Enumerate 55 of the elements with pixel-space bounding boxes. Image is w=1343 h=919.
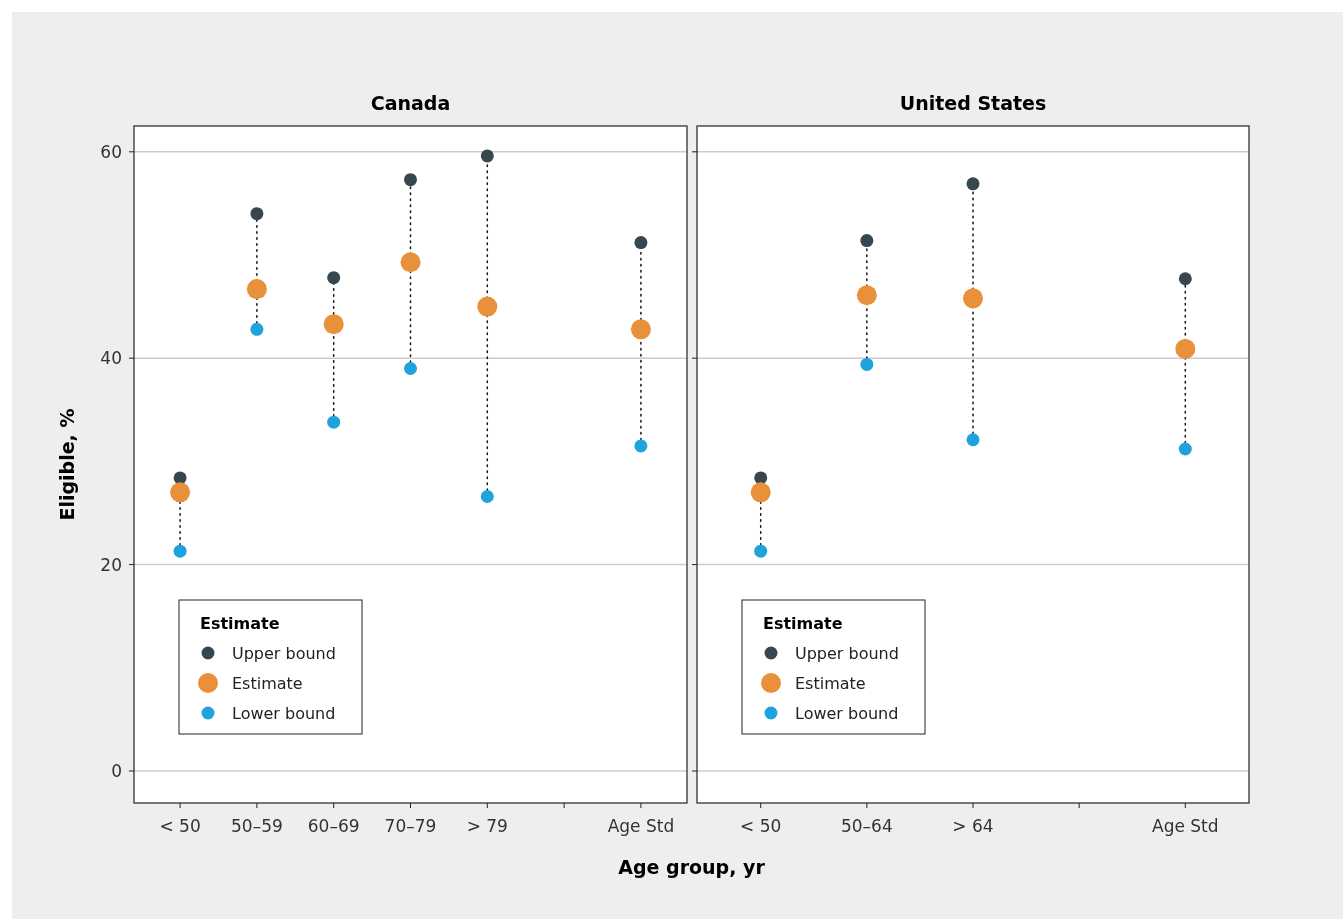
x-tick-label: < 50 (740, 816, 782, 836)
point (634, 439, 648, 453)
y-tick-label: 20 (100, 554, 122, 575)
y-tick-label: 60 (100, 141, 122, 162)
point (754, 544, 768, 558)
point (477, 296, 498, 317)
legend-title: Estimate (763, 614, 843, 633)
point (963, 288, 983, 309)
x-tick-label: 50–59 (231, 816, 283, 836)
point (1178, 272, 1192, 286)
legend-label: Upper bound (795, 643, 899, 663)
legend-label: Lower bound (232, 703, 336, 723)
chart-title: Canada (370, 92, 451, 114)
y-tick-label: 0 (111, 760, 122, 781)
point (1178, 442, 1192, 456)
legend-title: Estimate (200, 614, 280, 633)
x-tick-label: Age Std (607, 816, 675, 836)
point (170, 482, 191, 503)
point (860, 234, 874, 248)
y-axis-title: Eligible, % (56, 408, 78, 521)
x-tick-label: > 64 (952, 816, 994, 836)
x-tick-label: 60–69 (307, 816, 360, 836)
point (404, 173, 417, 187)
point (634, 236, 648, 250)
point (323, 314, 344, 335)
x-tick-label: 70–79 (384, 816, 437, 836)
point (480, 489, 494, 503)
x-tick-label: < 50 (159, 816, 201, 836)
point (966, 177, 980, 191)
point (480, 149, 494, 163)
point (327, 415, 341, 429)
point (860, 357, 874, 371)
legend-label: Lower bound (795, 703, 899, 723)
point (250, 207, 264, 221)
x-tick-label: 50–64 (840, 816, 893, 836)
point (400, 252, 421, 273)
y-tick-label: 40 (100, 348, 122, 369)
point (856, 285, 877, 306)
legend-label: Estimate (232, 673, 303, 693)
point (630, 319, 651, 340)
point (173, 544, 187, 558)
legend-label: Estimate (795, 673, 866, 693)
point (246, 279, 267, 300)
point (1175, 338, 1196, 359)
chart-title: United States (899, 92, 1047, 114)
point (750, 482, 771, 503)
point (966, 433, 980, 447)
point (404, 362, 417, 376)
legend-label: Upper bound (232, 643, 336, 663)
x-axis-title: Age group, yr (618, 856, 766, 878)
point (754, 471, 768, 485)
point (327, 271, 341, 285)
point (250, 322, 264, 336)
x-tick-label: > 79 (466, 816, 508, 836)
x-tick-label: Age Std (1152, 816, 1219, 836)
